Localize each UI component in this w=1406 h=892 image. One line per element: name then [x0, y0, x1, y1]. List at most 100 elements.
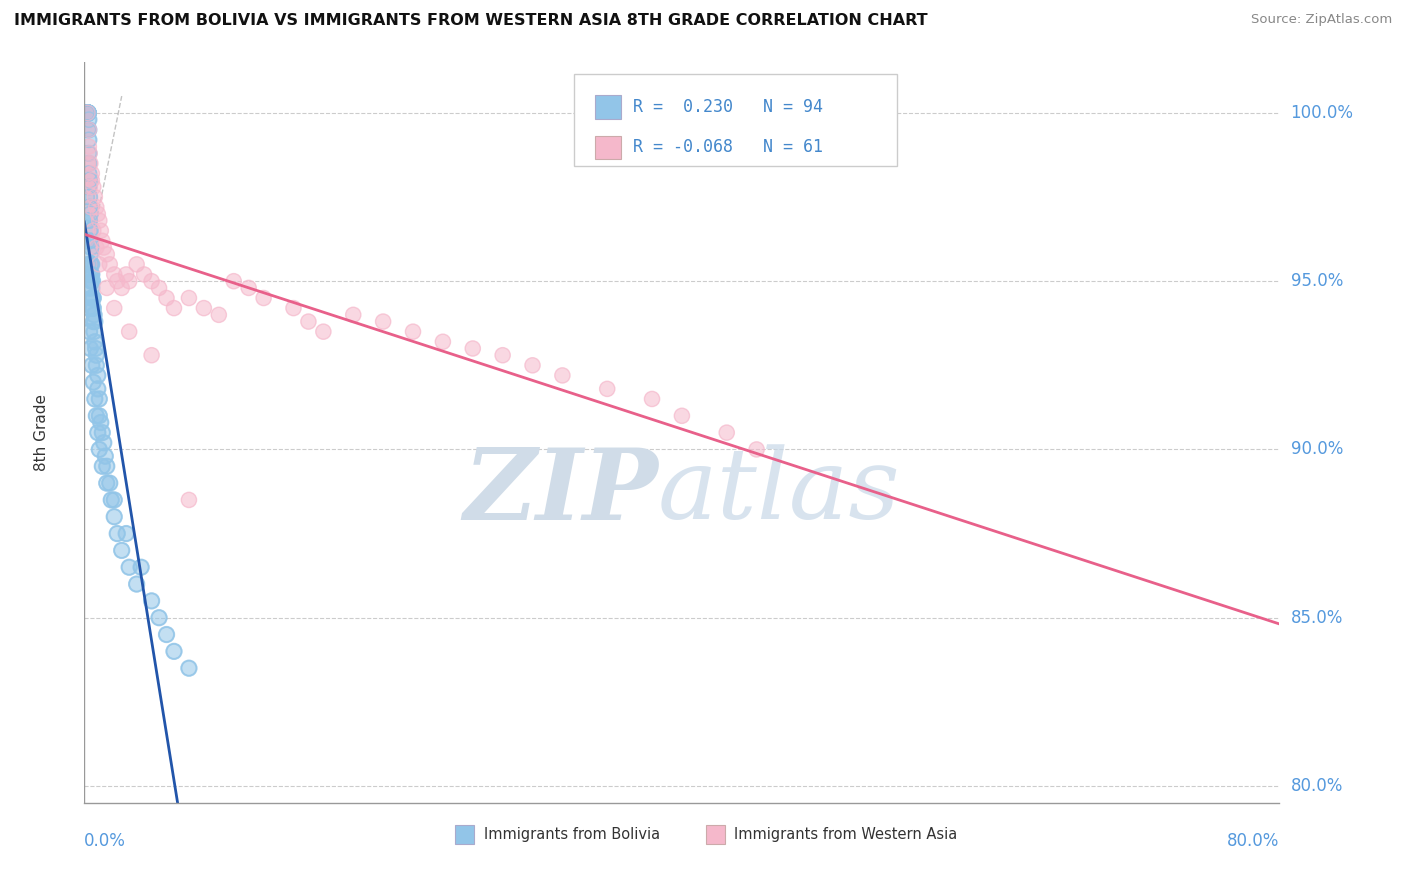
- Point: [79, 190, 101, 204]
- Point: [80, 241, 103, 255]
- Point: [87, 207, 110, 221]
- Point: [77, 281, 100, 295]
- Point: [80, 291, 103, 305]
- Point: [83, 315, 105, 329]
- Point: [82, 301, 104, 315]
- Point: [125, 257, 148, 271]
- Point: [105, 274, 128, 288]
- Point: [87, 425, 110, 440]
- Point: [77, 133, 100, 147]
- Text: ZIP: ZIP: [463, 443, 658, 540]
- Point: [83, 308, 105, 322]
- Point: [82, 291, 104, 305]
- Point: [118, 560, 141, 574]
- Point: [77, 122, 100, 136]
- Point: [77, 180, 100, 194]
- Point: [86, 200, 108, 214]
- Point: [125, 577, 148, 591]
- Point: [118, 325, 141, 339]
- Point: [77, 156, 100, 170]
- Point: [77, 106, 100, 120]
- Text: 85.0%: 85.0%: [1291, 608, 1343, 627]
- Point: [80, 291, 103, 305]
- Point: [111, 281, 134, 295]
- Point: [82, 274, 104, 288]
- Point: [77, 106, 100, 120]
- Point: [118, 560, 141, 574]
- Point: [79, 247, 101, 261]
- Point: [402, 325, 425, 339]
- Point: [77, 106, 100, 120]
- Point: [77, 133, 100, 147]
- Point: [77, 139, 100, 153]
- Point: [76, 106, 98, 120]
- Point: [79, 200, 101, 214]
- Point: [79, 268, 101, 282]
- Text: IMMIGRANTS FROM BOLIVIA VS IMMIGRANTS FROM WESTERN ASIA 8TH GRADE CORRELATION CH: IMMIGRANTS FROM BOLIVIA VS IMMIGRANTS FR…: [14, 13, 928, 29]
- Point: [96, 459, 118, 474]
- Point: [77, 106, 100, 120]
- Point: [82, 301, 104, 315]
- Point: [76, 234, 98, 248]
- Point: [80, 257, 103, 271]
- Point: [80, 281, 103, 295]
- Point: [77, 106, 100, 120]
- Point: [93, 241, 115, 255]
- Point: [283, 301, 305, 315]
- Point: [76, 106, 98, 120]
- Point: [80, 257, 103, 271]
- Point: [83, 315, 105, 329]
- Point: [76, 106, 98, 120]
- Point: [253, 291, 276, 305]
- Point: [432, 334, 454, 349]
- Point: [82, 301, 104, 315]
- Point: [87, 425, 110, 440]
- Point: [77, 106, 100, 120]
- Point: [82, 375, 104, 389]
- Point: [89, 392, 111, 406]
- Point: [80, 281, 103, 295]
- Point: [342, 308, 364, 322]
- Point: [80, 241, 103, 255]
- Point: [111, 543, 134, 558]
- Point: [79, 207, 101, 221]
- Point: [76, 106, 98, 120]
- Point: [148, 611, 170, 625]
- Point: [155, 291, 177, 305]
- Point: [96, 459, 118, 474]
- Point: [342, 308, 364, 322]
- Text: R =  0.230   N = 94: R = 0.230 N = 94: [633, 98, 823, 116]
- Point: [103, 509, 125, 524]
- Point: [177, 661, 200, 675]
- Point: [76, 106, 98, 120]
- Point: [671, 409, 693, 423]
- Point: [77, 106, 100, 120]
- Point: [129, 560, 152, 574]
- Point: [77, 106, 100, 120]
- Point: [79, 190, 101, 204]
- Point: [432, 334, 454, 349]
- Point: [79, 146, 101, 161]
- Point: [641, 392, 664, 406]
- Point: [253, 291, 276, 305]
- FancyBboxPatch shape: [575, 73, 897, 166]
- Point: [79, 268, 101, 282]
- Point: [193, 301, 215, 315]
- Text: 0.0%: 0.0%: [84, 832, 127, 850]
- Point: [83, 392, 105, 406]
- Point: [77, 122, 100, 136]
- Point: [82, 315, 104, 329]
- Point: [208, 308, 231, 322]
- Point: [89, 409, 111, 423]
- Point: [132, 268, 156, 282]
- FancyBboxPatch shape: [595, 136, 621, 159]
- Point: [77, 112, 100, 127]
- Point: [716, 425, 738, 440]
- Point: [82, 291, 104, 305]
- Point: [80, 200, 103, 214]
- Point: [77, 106, 100, 120]
- Point: [177, 661, 200, 675]
- Point: [86, 359, 108, 373]
- Point: [89, 392, 111, 406]
- Point: [79, 224, 101, 238]
